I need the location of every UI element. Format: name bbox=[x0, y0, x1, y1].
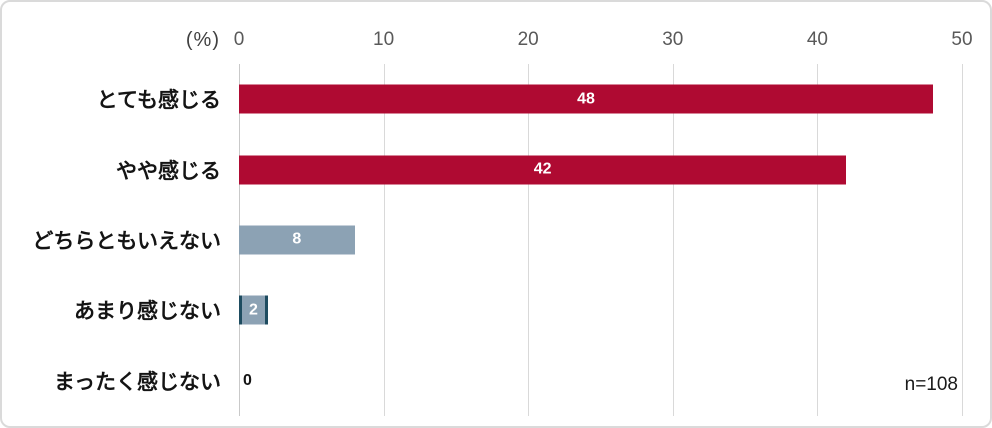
category-label: どちらともいえない bbox=[32, 229, 221, 253]
category-label: まったく感じない bbox=[53, 370, 221, 394]
category-label: やや感じる bbox=[116, 159, 221, 183]
x-tick-label: 0 bbox=[233, 29, 245, 50]
x-tick-label: 20 bbox=[517, 29, 539, 50]
gridline bbox=[672, 64, 674, 416]
x-tick-label: 10 bbox=[373, 29, 395, 50]
gridline bbox=[383, 64, 385, 416]
bar-value-label: 2 bbox=[249, 301, 258, 319]
x-tick-label: 50 bbox=[951, 29, 973, 50]
bar-row: まったく感じない 0 bbox=[2, 346, 990, 416]
x-tick-label: 40 bbox=[806, 29, 828, 50]
category-label: あまり感じない bbox=[74, 300, 221, 324]
bar: 8 bbox=[239, 225, 355, 255]
bar: 48 bbox=[239, 84, 934, 114]
bar: 42 bbox=[239, 155, 847, 185]
bar-row: あまり感じない 2 bbox=[2, 275, 990, 345]
gridline bbox=[962, 64, 963, 416]
bar-row: どちらともいえない 8 bbox=[2, 205, 990, 275]
bar-value-label: 48 bbox=[577, 90, 595, 108]
bar-row: やや感じる 42 bbox=[2, 134, 990, 204]
bar-row: とても感じる 48 bbox=[2, 64, 990, 134]
bar-value-label: 0 bbox=[243, 371, 252, 389]
bar: 2 bbox=[239, 295, 268, 325]
bar-value-label: 42 bbox=[533, 160, 552, 178]
x-tick-label: 30 bbox=[662, 29, 684, 50]
axis-unit-label: (%) bbox=[185, 29, 220, 51]
gridline bbox=[817, 64, 819, 416]
sample-size-label: n=108 bbox=[904, 374, 958, 395]
bar-value-label: 8 bbox=[292, 230, 302, 248]
category-label: とても感じる bbox=[96, 89, 221, 113]
gridline bbox=[528, 64, 530, 416]
